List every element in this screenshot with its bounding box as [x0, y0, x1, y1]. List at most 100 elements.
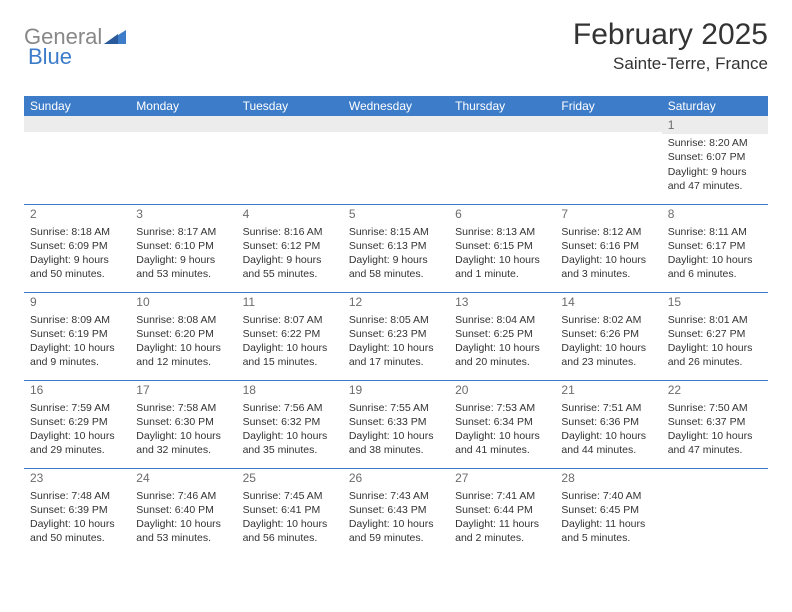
- calendar-day-cell: 15 Sunrise: 8:01 AMSunset: 6:27 PMDayligh…: [662, 292, 768, 380]
- calendar-day-cell: [449, 116, 555, 204]
- calendar-day-cell: 9Sunrise: 8:09 AMSunset: 6:19 PMDaylight…: [24, 292, 130, 380]
- calendar-day-cell: 20 Sunrise: 7:53 AMSunset: 6:34 PMDayligh…: [449, 380, 555, 468]
- day-details: Sunrise: 7:56 AMSunset: 6:32 PMDaylight:…: [243, 401, 337, 458]
- calendar-day-cell: 5 Sunrise: 8:15 AMSunset: 6:13 PMDaylight…: [343, 204, 449, 292]
- day-number: 23: [30, 471, 43, 485]
- calendar-day-cell: 6 Sunrise: 8:13 AMSunset: 6:15 PMDaylight…: [449, 204, 555, 292]
- day-number-row: 19: [343, 381, 449, 399]
- day-details: Sunrise: 8:08 AMSunset: 6:20 PMDaylight:…: [136, 313, 230, 370]
- calendar-day-cell: [343, 116, 449, 204]
- day-number-row: [237, 116, 343, 132]
- day-number-row: [24, 116, 130, 132]
- calendar-day-cell: 16 Sunrise: 7:59 AMSunset: 6:29 PMDayligh…: [24, 380, 130, 468]
- calendar-day-cell: 8 Sunrise: 8:11 AMSunset: 6:17 PMDaylight…: [662, 204, 768, 292]
- day-number-row: 6: [449, 205, 555, 223]
- day-number-row: 8: [662, 205, 768, 223]
- day-details: Sunrise: 7:46 AMSunset: 6:40 PMDaylight:…: [136, 489, 230, 546]
- day-number-row: [662, 469, 768, 485]
- day-details: Sunrise: 7:59 AMSunset: 6:29 PMDaylight:…: [30, 401, 124, 458]
- weekday-header: Tuesday: [237, 96, 343, 116]
- calendar-day-cell: 22Sunrise: 7:50 AMSunset: 6:37 PMDayligh…: [662, 380, 768, 468]
- day-number-row: 10: [130, 293, 236, 311]
- day-number: 28: [561, 471, 574, 485]
- day-details: Sunrise: 7:41 AMSunset: 6:44 PMDaylight:…: [455, 489, 549, 546]
- day-details: Sunrise: 7:40 AMSunset: 6:45 PMDaylight:…: [561, 489, 655, 546]
- day-number: 13: [455, 295, 468, 309]
- day-details: Sunrise: 8:07 AMSunset: 6:22 PMDaylight:…: [243, 313, 337, 370]
- weekday-header: Thursday: [449, 96, 555, 116]
- day-number-row: 23: [24, 469, 130, 487]
- day-number-row: 26: [343, 469, 449, 487]
- day-number-row: 1: [662, 116, 768, 134]
- calendar-week-row: 9Sunrise: 8:09 AMSunset: 6:19 PMDaylight…: [24, 292, 768, 380]
- day-details: Sunrise: 7:53 AMSunset: 6:34 PMDaylight:…: [455, 401, 549, 458]
- day-number-row: 15: [662, 293, 768, 311]
- month-title: February 2025: [573, 18, 768, 52]
- calendar-week-row: 1Sunrise: 8:20 AMSunset: 6:07 PMDaylight…: [24, 116, 768, 204]
- day-number-row: 7: [555, 205, 661, 223]
- brand-part2: Blue: [28, 44, 72, 69]
- day-number: 4: [243, 207, 250, 221]
- day-number-row: 9: [24, 293, 130, 311]
- calendar-day-cell: 25Sunrise: 7:45 AMSunset: 6:41 PMDayligh…: [237, 468, 343, 556]
- calendar-day-cell: 14 Sunrise: 8:02 AMSunset: 6:26 PMDayligh…: [555, 292, 661, 380]
- calendar-week-row: 2 Sunrise: 8:18 AMSunset: 6:09 PMDaylight…: [24, 204, 768, 292]
- day-details: Sunrise: 7:58 AMSunset: 6:30 PMDaylight:…: [136, 401, 230, 458]
- calendar-day-cell: 7Sunrise: 8:12 AMSunset: 6:16 PMDaylight…: [555, 204, 661, 292]
- day-number-row: 28: [555, 469, 661, 487]
- day-number: 16: [30, 383, 43, 397]
- day-number-row: 24: [130, 469, 236, 487]
- calendar-day-cell: 23Sunrise: 7:48 AMSunset: 6:39 PMDayligh…: [24, 468, 130, 556]
- day-number-row: 17: [130, 381, 236, 399]
- calendar-body: 1Sunrise: 8:20 AMSunset: 6:07 PMDaylight…: [24, 116, 768, 556]
- day-number-row: [130, 116, 236, 132]
- day-number: 7: [561, 207, 568, 221]
- calendar-day-cell: [130, 116, 236, 204]
- calendar-week-row: 16 Sunrise: 7:59 AMSunset: 6:29 PMDayligh…: [24, 380, 768, 468]
- day-number: 2: [30, 207, 37, 221]
- day-number-row: 25: [237, 469, 343, 487]
- day-number-row: 27: [449, 469, 555, 487]
- location-subtitle: Sainte-Terre, France: [573, 54, 768, 74]
- weekday-header: Saturday: [662, 96, 768, 116]
- calendar-day-cell: 3 Sunrise: 8:17 AMSunset: 6:10 PMDaylight…: [130, 204, 236, 292]
- calendar-day-cell: 28 Sunrise: 7:40 AMSunset: 6:45 PMDayligh…: [555, 468, 661, 556]
- day-details: Sunrise: 8:13 AMSunset: 6:15 PMDaylight:…: [455, 225, 549, 282]
- day-number-row: 5: [343, 205, 449, 223]
- day-details: Sunrise: 7:43 AMSunset: 6:43 PMDaylight:…: [349, 489, 443, 546]
- day-number: 11: [243, 295, 255, 309]
- day-number-row: 4: [237, 205, 343, 223]
- calendar-day-cell: 13 Sunrise: 8:04 AMSunset: 6:25 PMDayligh…: [449, 292, 555, 380]
- day-number: 9: [30, 295, 37, 309]
- day-number-row: 14: [555, 293, 661, 311]
- day-details: Sunrise: 7:55 AMSunset: 6:33 PMDaylight:…: [349, 401, 443, 458]
- day-details: Sunrise: 8:04 AMSunset: 6:25 PMDaylight:…: [455, 313, 549, 370]
- day-details: Sunrise: 8:17 AMSunset: 6:10 PMDaylight:…: [136, 225, 230, 282]
- day-number-row: 21: [555, 381, 661, 399]
- day-details: Sunrise: 8:18 AMSunset: 6:09 PMDaylight:…: [30, 225, 124, 282]
- day-number: 22: [668, 383, 681, 397]
- calendar-day-cell: 24 Sunrise: 7:46 AMSunset: 6:40 PMDayligh…: [130, 468, 236, 556]
- day-number: 12: [349, 295, 362, 309]
- day-number-row: [449, 116, 555, 132]
- day-details: Sunrise: 8:02 AMSunset: 6:26 PMDaylight:…: [561, 313, 655, 370]
- day-number: 6: [455, 207, 462, 221]
- day-number: 18: [243, 383, 256, 397]
- calendar-day-cell: 26 Sunrise: 7:43 AMSunset: 6:43 PMDayligh…: [343, 468, 449, 556]
- day-details: Sunrise: 8:05 AMSunset: 6:23 PMDaylight:…: [349, 313, 443, 370]
- day-details: Sunrise: 8:11 AMSunset: 6:17 PMDaylight:…: [668, 225, 762, 282]
- day-number: 8: [668, 207, 675, 221]
- day-number: 21: [561, 383, 574, 397]
- weekday-header-row: Sunday Monday Tuesday Wednesday Thursday…: [24, 96, 768, 116]
- day-number-row: 2: [24, 205, 130, 223]
- day-number: 5: [349, 207, 356, 221]
- day-number: 3: [136, 207, 143, 221]
- calendar-day-cell: 2 Sunrise: 8:18 AMSunset: 6:09 PMDaylight…: [24, 204, 130, 292]
- day-details: Sunrise: 8:15 AMSunset: 6:13 PMDaylight:…: [349, 225, 443, 282]
- day-number: 24: [136, 471, 149, 485]
- day-details: Sunrise: 8:01 AMSunset: 6:27 PMDaylight:…: [668, 313, 762, 370]
- day-number-row: 22: [662, 381, 768, 399]
- day-number-row: 20: [449, 381, 555, 399]
- day-number: 27: [455, 471, 468, 485]
- day-number-row: 16: [24, 381, 130, 399]
